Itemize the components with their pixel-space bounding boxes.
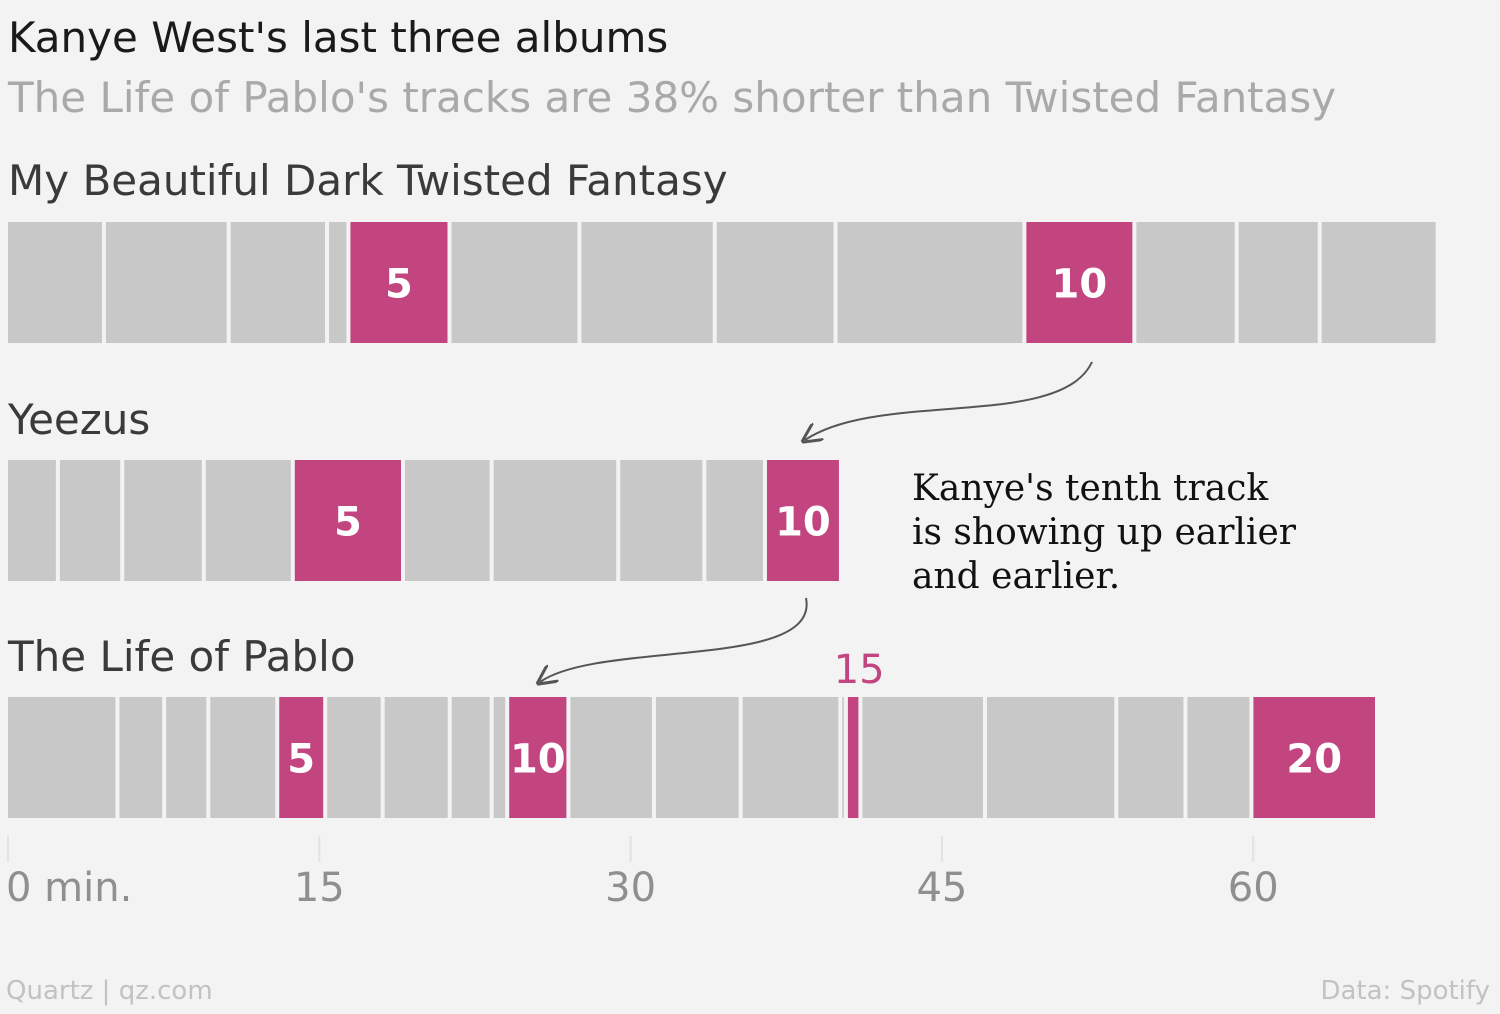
track-bar-yeezus-10: [766, 460, 839, 581]
track-bar-mbdtf-9: [837, 222, 1023, 343]
track-bar-tlop-13: [742, 697, 839, 818]
track-bar-tlop-7: [384, 697, 448, 818]
track-bar-yeezus-1: [8, 460, 56, 581]
track-bar-mbdtf-5: [350, 222, 448, 343]
track-bar-tlop-18: [1118, 697, 1184, 818]
track-bar-yeezus-8: [620, 460, 703, 581]
track-label-tlop-20: 20: [1286, 737, 1342, 783]
track-bar-tlop-12: [655, 697, 739, 818]
album-name-mbdtf: My Beautiful Dark Twisted Fantasy: [8, 156, 728, 205]
track-bar-tlop-10: [509, 697, 567, 818]
track-bar-tlop-6: [327, 697, 381, 818]
album-name-yeezus: Yeezus: [7, 395, 150, 444]
track-bar-yeezus-5: [294, 460, 402, 581]
track-bar-mbdtf-11: [1136, 222, 1235, 343]
source-right: Data: Spotify: [1320, 976, 1490, 1006]
track-bar-mbdtf-1: [8, 222, 102, 343]
annotation-line-3: and earlier.: [912, 556, 1120, 597]
x-tick-label-4: 60: [1228, 865, 1279, 911]
x-tick-label-2: 30: [605, 865, 656, 911]
track-bar-mbdtf-7: [581, 222, 713, 343]
track-bar-yeezus-3: [124, 460, 202, 581]
album-bar-yeezus: 5 10: [8, 460, 839, 581]
track-bar-tlop-14: [842, 697, 844, 818]
track-bar-mbdtf-3: [230, 222, 326, 343]
track-bar-mbdtf-6: [451, 222, 578, 343]
track-label-yeezus-10: 10: [775, 500, 831, 546]
track-bar-mbdtf-8: [716, 222, 834, 343]
track-bar-yeezus-9: [706, 460, 763, 581]
annotation-line-1: Kanye's tenth track: [912, 468, 1269, 509]
annotation-arrow-2: [540, 597, 808, 682]
annotation-arrow-1: [805, 361, 1093, 440]
track-bar-yeezus-4: [205, 460, 291, 581]
track-bar-tlop-5: [279, 697, 324, 818]
x-axis: 0 min. 15 30 45 60: [6, 836, 1279, 911]
track-bar-tlop-16: [862, 697, 983, 818]
chart-title: Kanye West's last three albums: [8, 13, 668, 62]
track-bar-mbdtf-4: [329, 222, 347, 343]
track-bar-tlop-19: [1187, 697, 1250, 818]
track-bar-yeezus-2: [59, 460, 121, 581]
x-tick-label-1: 15: [294, 865, 345, 911]
track-bar-tlop-11: [570, 697, 652, 818]
track-bar-tlop-1: [8, 697, 116, 818]
track-bar-mbdtf-13: [1321, 222, 1436, 343]
track-label-yeezus-5: 5: [334, 500, 362, 546]
track-bar-tlop-20: [1253, 697, 1375, 818]
track-label-mbdtf-5: 5: [385, 262, 413, 308]
track-bar-tlop-9: [493, 697, 506, 818]
annotation-text: Kanye's tenth track is showing up earlie…: [912, 468, 1307, 597]
track-bar-tlop-17: [986, 697, 1115, 818]
x-tick-label-0: 0 min.: [6, 865, 132, 911]
source-left: Quartz | qz.com: [6, 976, 213, 1006]
track-bar-tlop-2: [119, 697, 163, 818]
track-label-tlop-5: 5: [287, 737, 315, 783]
track-label-mbdtf-10: 10: [1052, 262, 1108, 308]
track-bar-tlop-3: [166, 697, 207, 818]
chart-subtitle: The Life of Pablo's tracks are 38% short…: [7, 73, 1336, 122]
track-bar-mbdtf-10: [1026, 222, 1133, 343]
track-bar-mbdtf-2: [105, 222, 227, 343]
annotation-line-2: is showing up earlier: [912, 512, 1297, 553]
track-bar-yeezus-6: [405, 460, 490, 581]
track-bar-tlop-8: [451, 697, 490, 818]
track-bar-tlop-15: [847, 697, 859, 818]
track-label-tlop-15: 15: [834, 647, 885, 693]
album-bar-mbdtf: 5 10: [8, 222, 1436, 343]
track-bar-mbdtf-12: [1238, 222, 1318, 343]
track-label-tlop-10: 10: [510, 737, 566, 783]
album-name-tlop: The Life of Pablo: [7, 632, 356, 681]
track-bar-tlop-4: [210, 697, 276, 818]
track-bar-yeezus-7: [493, 460, 617, 581]
x-tick-label-3: 45: [916, 865, 967, 911]
album-bar-tlop: 5 10 15 20: [8, 647, 1375, 818]
